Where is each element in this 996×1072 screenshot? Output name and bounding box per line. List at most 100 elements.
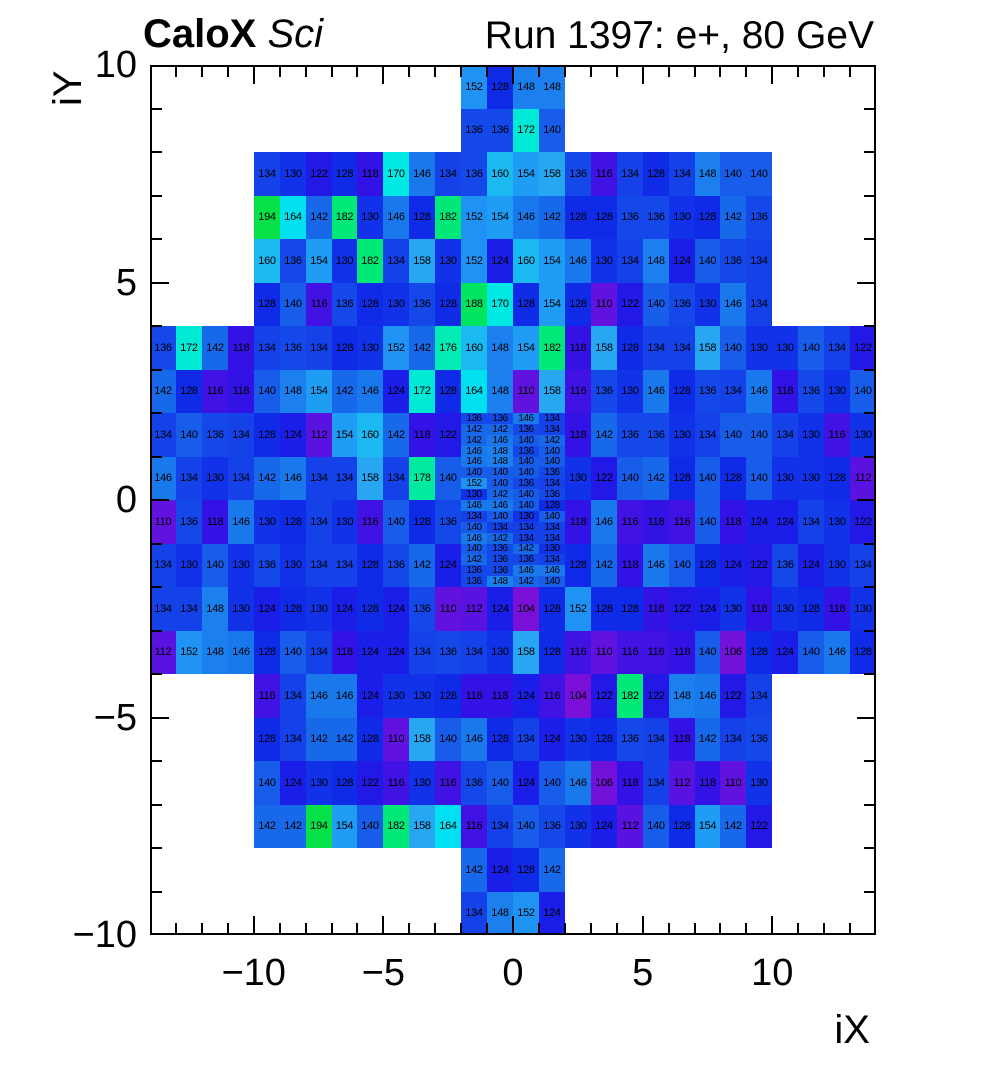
heatmap-cell: 122 <box>591 457 617 500</box>
heatmap-cell: 128 <box>850 631 876 674</box>
heatmap-cell: 128 <box>357 283 383 326</box>
heatmap-cell-fine: 140 <box>513 435 539 446</box>
axis-tick <box>538 65 540 77</box>
heatmap-cell: 128 <box>565 283 591 326</box>
heatmap-cell: 112 <box>150 631 176 674</box>
heatmap-cell-fine: 134 <box>539 522 565 533</box>
heatmap-cell: 140 <box>643 283 669 326</box>
heatmap-cell: 124 <box>669 239 695 283</box>
heatmap-cell: 124 <box>383 587 409 631</box>
axis-tick <box>668 65 670 77</box>
heatmap-cell: 128 <box>332 326 357 370</box>
heatmap-cell: 128 <box>357 587 383 631</box>
axis-tick <box>864 543 876 545</box>
heatmap-cell: 116 <box>565 631 591 674</box>
heatmap-cell: 152 <box>176 631 202 674</box>
heatmap-cell-fine: 134 <box>539 533 565 544</box>
heatmap-cell: 140 <box>643 805 669 848</box>
heatmap-cell: 124 <box>280 761 306 805</box>
axis-tick <box>460 65 462 77</box>
axis-tick <box>150 543 162 545</box>
heatmap-cell: 146 <box>306 674 332 718</box>
heatmap-cell: 140 <box>487 761 513 805</box>
heatmap-cell: 140 <box>720 413 746 457</box>
heatmap-cell: 146 <box>332 674 357 718</box>
heatmap-cell: 128 <box>539 587 565 631</box>
heatmap-cell: 124 <box>435 544 461 587</box>
axis-tick <box>857 717 876 719</box>
axis-tick <box>150 673 162 675</box>
axis-tick <box>864 847 876 849</box>
heatmap-cell: 130 <box>332 239 357 283</box>
heatmap-cell: 134 <box>306 500 332 544</box>
axis-tick <box>356 65 358 77</box>
heatmap-cell: 158 <box>513 631 539 674</box>
heatmap-cell: 172 <box>513 109 539 152</box>
heatmap-cell: 110 <box>591 631 617 674</box>
y-tick-label: −5 <box>93 696 137 739</box>
heatmap-cell: 146 <box>643 544 669 587</box>
heatmap-cell: 134 <box>695 413 720 457</box>
heatmap-cell: 124 <box>772 500 798 544</box>
heatmap-cell-fine: 146 <box>461 533 487 544</box>
heatmap-cell: 130 <box>202 457 228 500</box>
heatmap-cell-fine: 136 <box>461 576 487 587</box>
axis-tick <box>564 923 566 935</box>
heatmap-cell: 152 <box>461 65 487 109</box>
heatmap-cell: 140 <box>280 283 306 326</box>
axis-tick <box>201 65 203 77</box>
axis-tick <box>279 65 281 77</box>
heatmap-cell-fine: 140 <box>513 500 539 511</box>
axis-tick <box>305 923 307 935</box>
heatmap-cell: 142 <box>591 544 617 587</box>
heatmap-cell: 142 <box>409 544 435 587</box>
heatmap-cell: 118 <box>228 326 254 370</box>
heatmap-cell: 128 <box>513 283 539 326</box>
heatmap-cell: 152 <box>565 587 591 631</box>
heatmap-cell: 134 <box>669 326 695 370</box>
heatmap-cell: 118 <box>487 674 513 718</box>
heatmap-cell: 142 <box>150 370 176 413</box>
heatmap-cell-fine: 142 <box>487 424 513 435</box>
heatmap-cell: 112 <box>306 413 332 457</box>
axis-tick <box>434 65 436 77</box>
axis-tick <box>356 923 358 935</box>
axis-tick <box>857 282 876 284</box>
heatmap-cell: 140 <box>539 109 565 152</box>
heatmap-cell: 136 <box>617 196 643 239</box>
heatmap-cell: 140 <box>539 761 565 805</box>
heatmap-cell-fine: 134 <box>539 554 565 565</box>
heatmap-cell: 128 <box>669 805 695 848</box>
plot-title-suffix: Sci <box>256 12 324 56</box>
heatmap-cell: 140 <box>513 805 539 848</box>
heatmap-cell: 128 <box>357 718 383 761</box>
heatmap-cell: 154 <box>695 805 720 848</box>
heatmap-cell: 118 <box>617 544 643 587</box>
heatmap-cell: 154 <box>539 283 565 326</box>
heatmap-cell: 130 <box>850 413 876 457</box>
heatmap-cell: 134 <box>772 413 798 457</box>
heatmap-cell-fine: 146 <box>539 565 565 576</box>
y-tick-label: 0 <box>115 479 137 521</box>
heatmap-cell-fine: 152 <box>461 478 487 489</box>
heatmap-cell: 140 <box>280 631 306 674</box>
heatmap-cell: 134 <box>383 239 409 283</box>
heatmap-cell: 134 <box>643 761 669 805</box>
heatmap-cell: 130 <box>176 544 202 587</box>
axis-tick <box>797 65 799 77</box>
axis-tick <box>771 65 773 84</box>
heatmap-cell: 110 <box>150 500 176 544</box>
heatmap-cell: 194 <box>254 196 280 239</box>
heatmap-cell: 142 <box>254 457 280 500</box>
heatmap-cell: 140 <box>746 413 772 457</box>
heatmap-cell: 116 <box>461 805 487 848</box>
axis-tick <box>150 499 169 501</box>
axis-tick <box>512 916 514 935</box>
heatmap-cell: 110 <box>720 761 746 805</box>
run-info-title: Run 1397: e+, 80 GeV <box>484 14 874 57</box>
heatmap-cell: 130 <box>565 457 591 500</box>
axis-tick <box>590 923 592 935</box>
heatmap-cell: 134 <box>176 587 202 631</box>
heatmap-cell: 134 <box>332 457 357 500</box>
heatmap-cell: 146 <box>280 457 306 500</box>
